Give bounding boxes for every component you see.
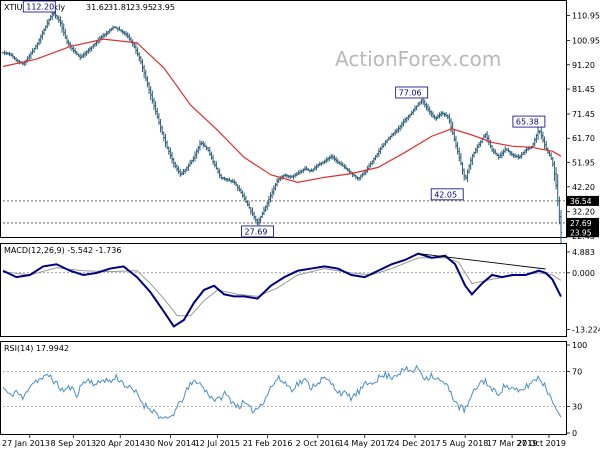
annotation-box: [430, 188, 464, 201]
price-title-low: 23.95: [130, 3, 153, 12]
annotation-label: 42.05: [434, 190, 457, 199]
price-tag-label: 23.95: [570, 228, 592, 237]
rsi-y-tick-label: 30: [572, 403, 582, 412]
x-tick-label: 12 Jul 2015: [195, 439, 240, 448]
price-title-open: 31.62: [86, 3, 109, 12]
macd-trendline: [418, 253, 546, 270]
x-tick-label: 2 Oct 2016: [296, 439, 340, 448]
x-tick-label: 30 Nov 2014: [145, 439, 196, 448]
rsi-y-tick-label: 0: [572, 429, 577, 438]
macd-plot: [2, 252, 566, 328]
price-y-tick-label: 110.95: [572, 12, 600, 21]
rsi-plot: [2, 364, 566, 420]
annotation-label: 112.20: [26, 3, 54, 12]
x-axis: 27 Jan 2013 8 Sep 2013 20 Apr 2014 30 Nov 2…: [2, 434, 566, 448]
price-y-tick-label: 32.20: [572, 208, 595, 217]
price-y-tick-label: 100.95: [572, 36, 600, 45]
price-tag: [567, 195, 599, 206]
x-tick-label: 21 Feb 2016: [243, 439, 293, 448]
price-y-tick-label: 51.95: [572, 159, 595, 168]
price-tag-label: 36.54: [570, 197, 592, 206]
macd-y-tick-label: 4.883: [572, 248, 595, 257]
annotation-label: 77.06: [399, 88, 422, 97]
rsi-line: [2, 364, 562, 420]
x-tick-label: 27 Jan 2013: [2, 439, 50, 448]
x-tick-label: 14 May 2017: [339, 439, 391, 448]
macd-y-tick-label: -13.224: [572, 326, 600, 335]
y-axes: 110.95 100.95 91.20 81.45 71.45 61.70 51.95 42.…: [566, 12, 600, 438]
macd-signal-line: [2, 257, 562, 317]
rsi-y-tick-label: 100: [572, 341, 587, 350]
x-tick-label: 27 Oct 2019: [517, 439, 566, 448]
macd-y-tick-label: 0.000: [572, 269, 595, 278]
annotation-box: [512, 115, 546, 128]
annotation-box: [22, 0, 56, 13]
price-title-close: 23.95: [152, 3, 175, 12]
macd-panel-frame: [0, 243, 567, 337]
price-y-tick-label: 81.45: [572, 85, 595, 94]
x-tick-label: 20 Apr 2014: [95, 439, 144, 448]
price-y-tick-label: 61.70: [572, 134, 595, 143]
price-y-tick-label: 71.45: [572, 110, 595, 119]
annotation-box: [241, 225, 274, 238]
price-plot: 112.20 77.06 65.38 42.05 27.69: [1, 0, 566, 244]
x-tick-label: 8 Sep 2013: [51, 439, 97, 448]
macd-line: [2, 252, 562, 328]
price-y-tick-label: 91.20: [572, 61, 595, 70]
price-title-high: 31.81: [108, 3, 131, 12]
annotation-label: 65.38: [516, 118, 539, 127]
rsi-y-tick-label: 70: [572, 367, 582, 376]
rsi-panel-frame: [0, 341, 567, 435]
moving-average-line: [2, 38, 562, 183]
x-tick-label: 5 Aug 2018: [442, 439, 488, 448]
x-tick-label: 24 Dec 2017: [389, 439, 440, 448]
price-panel-frame: [0, 0, 567, 238]
price-tag-label: 27.69: [570, 219, 592, 228]
macd-title: MACD(12,26,9) -5.542 -1.736: [4, 246, 121, 255]
rsi-title: RSI(14) 17.9942: [4, 344, 69, 353]
x-tick-label: 17 Mar 2019: [487, 439, 538, 448]
price-tag: [567, 217, 599, 228]
price-tag: [567, 227, 599, 238]
annotation-box: [395, 86, 429, 99]
watermark: ActionForex.com: [335, 47, 501, 71]
annotation-label: 27.69: [245, 227, 268, 236]
price-y-tick-label: 42.20: [572, 183, 595, 192]
